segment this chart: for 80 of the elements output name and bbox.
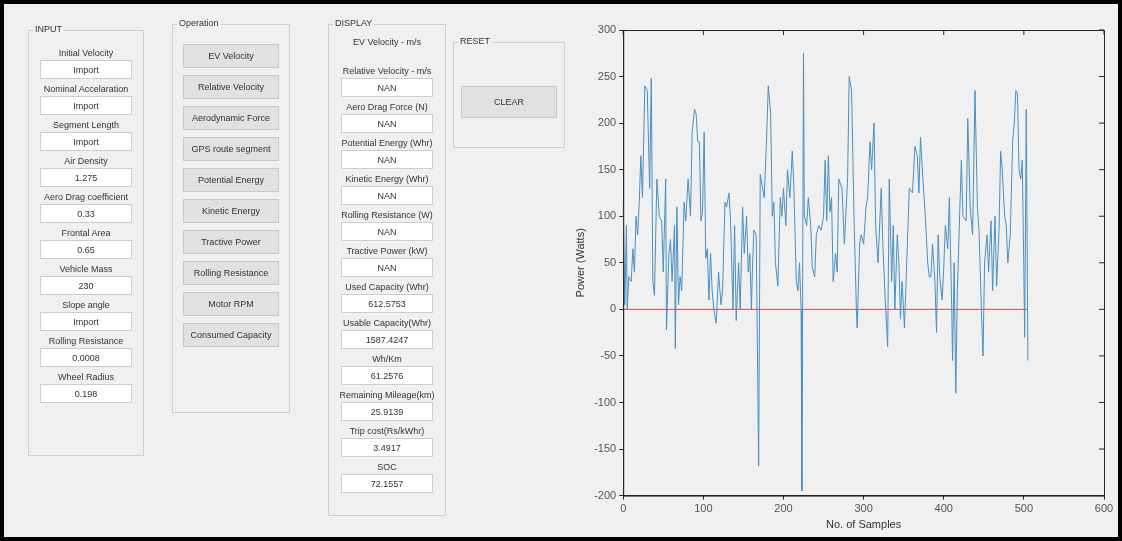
y-tick-label: -150	[594, 442, 617, 455]
text: NAN	[341, 78, 433, 97]
x-tick-label: 300	[854, 502, 873, 515]
y-tick-label: 200	[597, 116, 617, 129]
category-label: Aero Drag Force (N)	[346, 102, 428, 112]
text: 0.198	[40, 384, 132, 403]
text: 1.275	[40, 168, 132, 187]
text: 25.9139	[341, 402, 433, 421]
category-label: Usable Capacity(Whr)	[342, 318, 432, 328]
category-label: Tractive Power (kW)	[346, 246, 428, 256]
text: NAN	[341, 258, 433, 277]
text: 230	[40, 276, 132, 295]
category-label: Rolling Resistance	[48, 336, 124, 346]
text: 3.4917	[341, 438, 433, 457]
x-tick-label: 600	[1094, 502, 1114, 515]
text: Aerodynamic Force	[183, 106, 279, 130]
text: Tractive Power	[183, 230, 279, 254]
category-label: Rolling Resistance (W)	[341, 210, 433, 220]
text: Import	[40, 96, 132, 115]
category-label: Wheel Radius	[57, 372, 115, 382]
text: NAN	[341, 186, 433, 205]
text: 1587.4247	[341, 330, 433, 349]
category-label: Segment Length	[52, 120, 120, 130]
text: Import	[40, 132, 132, 151]
text: EV Velocity - m/s	[352, 37, 422, 47]
category-label: Aero Drag coefficient	[44, 192, 128, 202]
text: Potential Energy	[183, 168, 279, 192]
y-tick-label: -50	[600, 348, 617, 361]
category-label: Trip cost(Rs/kWhr)	[349, 426, 425, 436]
x-tick-label: 200	[774, 502, 793, 515]
category-label: Nominal Accelaration	[43, 84, 129, 94]
text: GPS route segment	[183, 137, 279, 161]
x-tick-label: 400	[934, 502, 953, 515]
y-tick-label: 150	[597, 162, 617, 175]
text: Kinetic Energy	[183, 199, 279, 223]
text: Rolling Resistance	[183, 261, 279, 285]
category-label: SOC	[377, 462, 397, 472]
text: Consumed Capacity	[183, 323, 279, 347]
category-label: Potential Energy (Whr)	[341, 138, 433, 148]
text: INPUT	[33, 24, 64, 34]
text: Import	[40, 312, 132, 331]
text: DISPLAY	[333, 18, 375, 28]
text: Operation	[177, 18, 221, 28]
category-label: Initial Velocity	[58, 48, 114, 58]
text: Import	[40, 60, 132, 79]
text: EV Velocity	[183, 44, 279, 68]
x-tick-label: 0	[620, 502, 627, 515]
y-tick-label: 300	[597, 23, 617, 36]
y-tick-label: 250	[597, 69, 617, 82]
text: 0.65	[40, 240, 132, 259]
category-label: Frontal Area	[61, 228, 111, 238]
category-label: Vehicle Mass	[59, 264, 113, 274]
x-tick-label: 500	[1014, 502, 1034, 515]
text: 72.1557	[341, 474, 433, 493]
text: RESET	[458, 36, 493, 46]
text: NAN	[341, 114, 433, 133]
text: 61.2576	[341, 366, 433, 385]
category-label: Used Capacity (Whr)	[345, 282, 429, 292]
category-label: Remaining Mileage(km)	[339, 390, 435, 400]
x-axis-title: No. of Samples	[826, 518, 902, 531]
text: 0.0008	[40, 348, 132, 367]
text: NAN	[341, 222, 433, 241]
category-label: Slope angle	[62, 300, 110, 310]
y-tick-label: 0	[610, 302, 617, 315]
y-axis-title: Power (Watts)	[573, 228, 586, 298]
category-label: Relative Velocity - m/s	[342, 66, 432, 76]
text: CLEAR	[461, 86, 557, 118]
text: 0.33	[40, 204, 132, 223]
text: NAN	[341, 150, 433, 169]
category-label: Kinetic Energy (Whr)	[345, 174, 429, 184]
category-label: Air Density	[64, 156, 108, 166]
y-tick-label: -100	[594, 395, 617, 408]
x-tick-label: 100	[694, 502, 713, 515]
y-tick-label: -200	[594, 488, 617, 501]
category-label: Wh/Km	[372, 354, 402, 364]
y-tick-label: 50	[603, 255, 617, 268]
y-tick-label: 100	[597, 209, 617, 222]
text: 612.5753	[341, 294, 433, 313]
text: Relative Velocity	[183, 75, 279, 99]
text: Motor RPM	[183, 292, 279, 316]
